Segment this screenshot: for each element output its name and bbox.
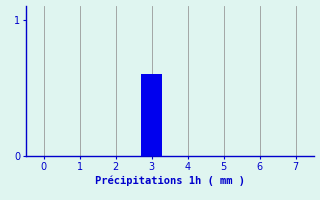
Bar — [141, 74, 163, 156]
X-axis label: Précipitations 1h ( mm ): Précipitations 1h ( mm ) — [95, 176, 244, 186]
